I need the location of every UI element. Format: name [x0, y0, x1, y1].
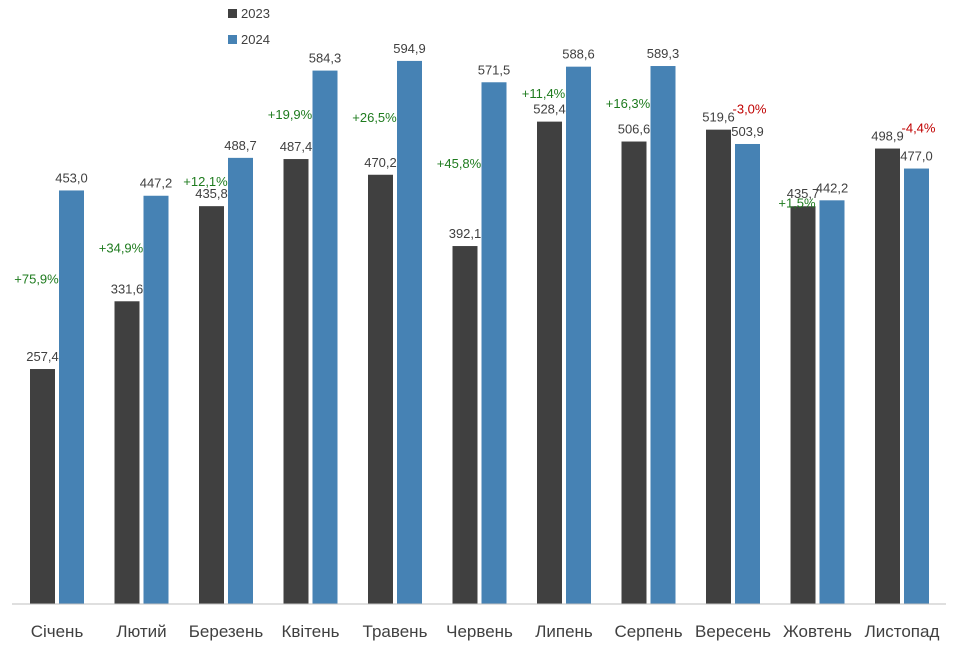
value-label-2023-5: 470,2 [364, 155, 397, 170]
value-label-2023-3: 435,8 [195, 186, 228, 201]
bars [30, 60, 929, 605]
x-tick-label-3: Березень [189, 622, 264, 641]
value-label-2024-5: 594,9 [393, 41, 426, 56]
value-label-2023-4: 487,4 [280, 139, 313, 154]
x-tick-label-10: Жовтень [783, 622, 852, 641]
value-label-2024-8: 589,3 [647, 46, 680, 61]
change-label-7: +11,4% [522, 86, 566, 101]
x-tick-label-2: Лютий [116, 622, 166, 641]
x-tick-label-5: Травень [363, 622, 428, 641]
value-label-2023-7: 528,4 [533, 102, 566, 117]
x-tick-labels: Січень Лютий Березень Квітень Травень Червень… [31, 622, 940, 641]
value-label-2024-11: 477,0 [900, 149, 933, 164]
x-tick-label-9: Вересень [695, 622, 771, 641]
bar-2023-9 [706, 129, 731, 604]
legend-swatch-2023 [228, 9, 237, 18]
value-label-2023-1: 257,4 [26, 349, 59, 364]
change-label-5: +26,5% [352, 110, 397, 125]
bar-2024-10 [819, 200, 845, 604]
bar-2024-8 [650, 66, 676, 605]
value-label-2023-9: 519,6 [702, 110, 735, 125]
bar-2024-9 [735, 143, 760, 604]
value-label-2024-3: 488,7 [224, 138, 257, 153]
legend: 2023 2024 [228, 6, 270, 47]
bar-2024-2 [143, 195, 169, 604]
change-label-4: +19,9% [268, 107, 313, 122]
value-label-2024-2: 447,2 [140, 176, 173, 191]
bar-2024-3 [228, 157, 253, 604]
bar-2024-11 [904, 168, 929, 604]
bar-2024-4 [312, 70, 338, 605]
bar-2023-3 [199, 206, 224, 604]
bar-2023-2 [114, 301, 140, 604]
bar-2023-11 [875, 148, 900, 604]
bar-2024-1 [59, 190, 84, 604]
value-label-2024-10: 442,2 [816, 180, 849, 195]
value-label-2023-10: 435,7 [787, 186, 820, 201]
legend-swatch-2024 [228, 35, 237, 44]
bar-2023-6 [452, 246, 478, 604]
x-tick-label-8: Серпень [614, 622, 682, 641]
bar-2023-1 [30, 369, 55, 604]
change-label-6: +45,8% [437, 156, 482, 171]
x-tick-label-1: Січень [31, 622, 84, 641]
x-tick-label-7: Липень [535, 622, 593, 641]
value-label-2024-7: 588,6 [562, 47, 595, 62]
bar-2024-6 [481, 82, 507, 604]
value-label-2023-2: 331,6 [111, 281, 144, 296]
bar-2023-8 [621, 141, 647, 604]
legend-label-2024: 2024 [241, 32, 270, 47]
change-label-2: +34,9% [99, 241, 144, 256]
bar-2024-5 [397, 60, 422, 604]
value-label-2024-9: 503,9 [731, 124, 764, 139]
bar-2023-7 [537, 121, 562, 604]
x-tick-label-11: Листопад [865, 622, 940, 641]
value-label-2023-11: 498,9 [871, 129, 904, 144]
bar-2023-4 [283, 159, 309, 604]
change-label-9: -3,0% [733, 102, 767, 117]
bar-2023-10 [790, 206, 816, 605]
value-label-2024-6: 571,5 [478, 62, 511, 77]
bar-2024-7 [566, 66, 591, 604]
legend-label-2023: 2023 [241, 6, 270, 21]
value-label-2023-6: 392,1 [449, 226, 482, 241]
change-label-10: +1,5% [778, 195, 816, 210]
change-label-3: +12,1% [183, 174, 228, 189]
value-label-2024-1: 453,0 [55, 170, 88, 185]
change-label-8: +16,3% [606, 96, 651, 111]
x-tick-label-4: Квітень [281, 622, 339, 641]
data-labels: 257,4 453,0 +75,9% 331,6 447,2 +34,9% 435,8 488… [14, 41, 936, 364]
x-tick-label-6: Червень [446, 622, 513, 641]
change-label-11: -4,4% [902, 121, 936, 136]
bar-2023-5 [368, 174, 393, 604]
change-label-1: +75,9% [14, 272, 59, 287]
value-label-2023-8: 506,6 [618, 122, 651, 137]
value-label-2024-4: 584,3 [309, 51, 342, 66]
